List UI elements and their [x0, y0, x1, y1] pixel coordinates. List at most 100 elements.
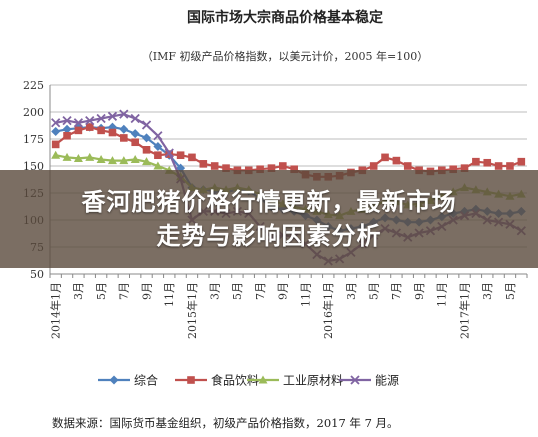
- data-point: [199, 160, 208, 168]
- x-tick-label: 2017年1月: [457, 282, 471, 339]
- data-point: [51, 118, 61, 128]
- x-tick-label: 11月: [299, 282, 312, 307]
- data-point: [142, 157, 152, 166]
- data-point: [130, 129, 140, 139]
- data-point: [472, 157, 480, 166]
- x-tick-label: 5月: [95, 282, 108, 300]
- data-point: [108, 128, 117, 137]
- source-note: 数据来源：国际货币基金组织，初级产品价格指数，2017 年 7 月。: [52, 416, 399, 430]
- x-tick-label: 9月: [277, 282, 290, 300]
- data-point: [258, 375, 268, 384]
- data-point: [74, 126, 83, 135]
- data-point: [517, 157, 526, 166]
- data-point: [153, 142, 163, 152]
- data-point: [51, 140, 60, 149]
- x-tick-label: 11月: [436, 282, 449, 307]
- data-point: [154, 151, 162, 159]
- data-point: [73, 153, 83, 162]
- y-tick-label: 225: [23, 79, 44, 92]
- legend-item: 食品饮料: [175, 373, 259, 388]
- data-point: [120, 134, 128, 142]
- data-point: [256, 165, 264, 174]
- data-point: [85, 152, 95, 161]
- data-point: [494, 162, 503, 170]
- x-tick-label: 3月: [481, 282, 494, 300]
- data-point: [107, 111, 118, 121]
- data-point: [141, 120, 152, 130]
- data-point: [176, 151, 185, 159]
- x-tick-label: 5月: [368, 282, 381, 300]
- data-point: [350, 375, 360, 385]
- x-tick-label: 7月: [254, 282, 267, 300]
- data-point: [279, 162, 287, 170]
- data-point: [392, 156, 401, 165]
- data-point: [460, 164, 469, 172]
- data-point: [119, 156, 129, 165]
- x-tick-label: 3月: [72, 282, 85, 300]
- x-axis: 2014年1月 3月 5月 7月 9月 11月 2015年1月 3月 5月 7月 9月 11月 2016…: [49, 273, 528, 339]
- data-point: [187, 376, 195, 384]
- x-tick-label: 3月: [209, 282, 222, 300]
- chart-subtitle: （IMF 初级产品价格指数，以美元计价，2005 年=100）: [142, 49, 428, 63]
- legend-item: 能源: [339, 374, 399, 388]
- x-tick-label: 5月: [504, 282, 517, 300]
- data-point: [73, 118, 84, 128]
- data-point: [483, 158, 492, 167]
- x-tick-label: 7月: [118, 282, 131, 300]
- data-point: [85, 123, 94, 131]
- x-tick-label: 7月: [390, 282, 403, 300]
- data-point: [130, 155, 140, 164]
- x-tick-label: 11月: [163, 282, 176, 307]
- data-point: [96, 155, 106, 164]
- legend-label: 食品饮料: [211, 373, 259, 388]
- x-tick-label: 5月: [231, 282, 244, 300]
- data-point: [107, 156, 117, 165]
- data-point: [109, 375, 119, 385]
- headline-overlay: 香河肥猪价格行情更新，最新市场 走势与影响因素分析: [0, 170, 538, 268]
- data-point: [267, 164, 276, 172]
- data-point: [210, 162, 219, 170]
- data-point: [290, 165, 298, 174]
- data-point: [62, 152, 72, 161]
- legend-item: 综合: [98, 373, 158, 388]
- data-point: [142, 133, 152, 143]
- data-point: [131, 138, 139, 147]
- data-point: [62, 124, 72, 134]
- data-point: [449, 165, 457, 174]
- data-point: [153, 131, 163, 141]
- data-point: [62, 116, 72, 126]
- y-tick-label: 50: [30, 268, 44, 281]
- data-point: [164, 148, 174, 158]
- data-point: [85, 116, 95, 126]
- data-point: [369, 162, 378, 170]
- legend-label: 工业原材料: [283, 374, 343, 388]
- x-tick-label: 2014年1月: [49, 282, 63, 339]
- y-tick-label: 200: [23, 106, 44, 119]
- data-point: [119, 109, 129, 119]
- y-tick-label: 175: [23, 133, 44, 146]
- headline-line-2: 走势与影响因素分析: [156, 222, 382, 250]
- data-point: [381, 153, 389, 162]
- y-tick-label: 150: [23, 160, 44, 173]
- data-point: [96, 113, 106, 124]
- legend-label: 综合: [134, 373, 158, 388]
- data-point: [188, 153, 196, 162]
- data-point: [97, 126, 105, 135]
- headline-line-1: 香河肥猪价格行情更新，最新市场: [81, 188, 457, 216]
- data-point: [51, 150, 61, 159]
- x-tick-label: 2015年1月: [185, 282, 199, 339]
- data-point: [153, 161, 163, 170]
- data-point: [130, 113, 140, 124]
- legend-label: 能源: [375, 374, 399, 388]
- data-point: [119, 124, 129, 134]
- data-point: [506, 162, 514, 170]
- data-point: [142, 146, 151, 154]
- data-point: [403, 162, 412, 170]
- legend-item: 工业原材料: [247, 374, 343, 388]
- x-tick-label: 2016年1月: [321, 282, 335, 339]
- x-tick-label: 9月: [413, 282, 426, 300]
- data-point: [51, 126, 61, 136]
- chart-title: 国际市场大宗商品价格基本稳定: [187, 9, 383, 26]
- legend: 综合 食品饮料 工业原材料 能源: [98, 373, 399, 388]
